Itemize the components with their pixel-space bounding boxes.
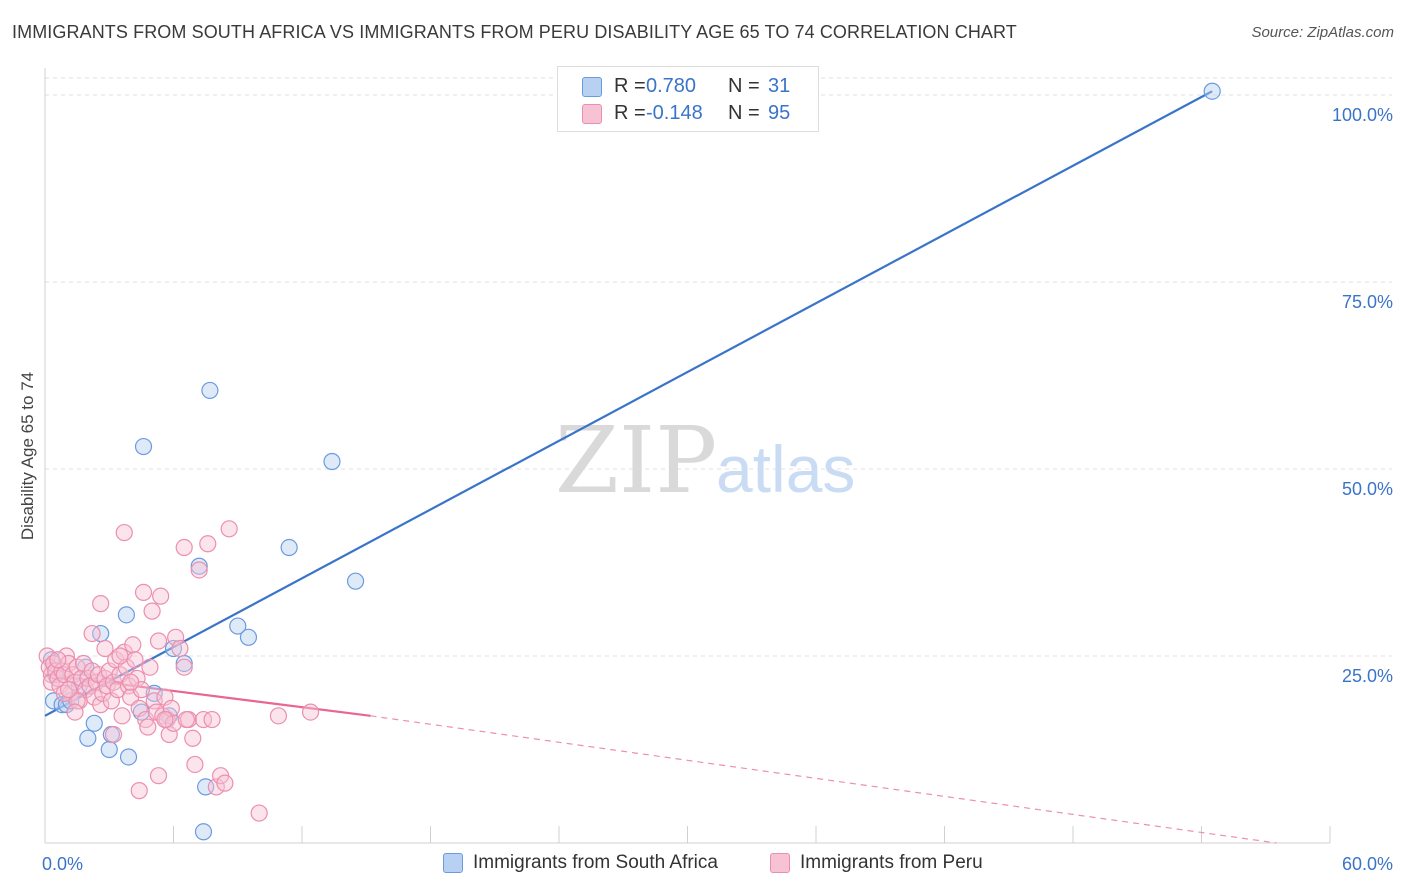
y-tick-label: 25.0% <box>1342 666 1393 686</box>
watermark-atlas: atlas <box>716 432 855 506</box>
bottom-legend-south-africa: Immigrants from South Africa <box>443 852 718 874</box>
point-peru <box>83 624 101 643</box>
legend-swatch-peru <box>582 103 602 124</box>
point-peru <box>92 595 110 613</box>
point-peru <box>152 587 170 605</box>
legend-n-label: N = <box>728 102 760 124</box>
point-peru <box>104 725 123 744</box>
chart-axes <box>44 68 1331 844</box>
point-south-africa <box>190 557 208 575</box>
point-peru <box>216 774 234 792</box>
watermark-zip: ZIP <box>555 407 717 514</box>
point-south-africa <box>85 714 103 732</box>
trend-lines <box>44 90 1277 844</box>
point-south-africa <box>201 381 219 400</box>
chart-title: IMMIGRANTS FROM SOUTH AFRICA VS IMMIGRAN… <box>12 22 1017 42</box>
chart-grid <box>45 77 1392 657</box>
stats-legend: R = 0.780 N = 31 R = -0.148 N = 95 <box>557 66 819 132</box>
data-points <box>38 82 1221 841</box>
point-south-africa <box>79 729 97 747</box>
point-peru <box>184 729 202 747</box>
trend-line-peru-extension <box>370 715 1277 844</box>
y-axis-label: Disability Age 65 to 74 <box>18 371 37 541</box>
legend-r-label: R = <box>614 102 646 124</box>
legend-swatch-south-africa <box>582 76 602 97</box>
point-peru <box>167 628 185 646</box>
y-tick-label: 75.0% <box>1342 292 1393 312</box>
watermark: ZIP atlas <box>555 407 855 514</box>
point-south-africa <box>134 437 153 456</box>
point-south-africa <box>239 628 258 646</box>
legend-n-label: N = <box>728 75 760 97</box>
point-peru <box>301 703 320 721</box>
point-peru <box>111 647 129 665</box>
trend-line-peru <box>44 673 371 717</box>
point-peru <box>143 602 161 620</box>
point-peru <box>59 654 78 673</box>
point-south-africa <box>117 606 135 624</box>
point-peru <box>203 710 221 729</box>
point-peru <box>175 658 193 676</box>
point-peru <box>113 707 131 725</box>
point-peru <box>130 782 148 800</box>
point-peru <box>109 681 127 699</box>
point-south-africa <box>346 572 365 590</box>
y-tick-label: 100.0% <box>1332 105 1393 125</box>
point-peru <box>190 561 208 579</box>
trend-line-south-africa <box>44 90 1213 717</box>
point-south-africa <box>119 748 138 766</box>
legend-r-value: -0.148 <box>646 102 703 124</box>
point-peru <box>134 583 153 602</box>
point-peru <box>66 703 84 721</box>
point-peru <box>269 707 288 725</box>
point-south-africa <box>323 452 341 471</box>
x-tick-label-min: 0.0% <box>42 854 83 874</box>
point-peru <box>139 718 157 736</box>
point-peru <box>49 651 67 669</box>
legend-r-label: R = <box>614 75 646 97</box>
y-tick-label: 50.0% <box>1342 479 1393 499</box>
point-peru <box>122 673 140 691</box>
point-south-africa <box>280 538 298 557</box>
point-peru <box>220 520 238 538</box>
point-peru <box>149 767 168 785</box>
point-south-africa <box>100 740 118 759</box>
point-south-africa <box>1203 82 1221 100</box>
bottom-legend-peru: Immigrants from Peru <box>770 852 983 874</box>
point-peru <box>149 632 168 650</box>
bottom-legend-swatch-peru <box>770 853 790 873</box>
point-south-africa <box>229 617 247 635</box>
bottom-legend-label-peru: Immigrants from Peru <box>800 852 983 873</box>
point-peru <box>175 538 193 557</box>
point-peru <box>250 804 268 822</box>
point-south-africa <box>194 823 213 841</box>
x-tick-label-max: 60.0% <box>1342 854 1393 874</box>
legend-n-value: 31 <box>768 75 791 97</box>
legend-row-peru: R = -0.148 N = 95 <box>582 102 790 125</box>
point-peru <box>177 710 195 729</box>
source-label: Source: ZipAtlas.com <box>1251 24 1394 41</box>
legend-n-value: 95 <box>768 102 791 124</box>
point-peru <box>124 636 142 654</box>
point-peru <box>59 681 78 699</box>
point-peru <box>156 710 174 729</box>
legend-r-value: 0.780 <box>646 75 697 97</box>
point-peru <box>126 651 144 669</box>
point-peru <box>186 755 204 774</box>
legend-row-south-africa: R = 0.780 N = 31 <box>582 75 790 98</box>
bottom-legend-label-south-africa: Immigrants from South Africa <box>473 852 718 873</box>
point-peru <box>171 639 189 658</box>
point-peru <box>96 639 114 658</box>
point-peru <box>199 535 217 553</box>
point-peru <box>115 523 133 542</box>
tick-labels: 25.0% 50.0% 75.0% 100.0% 0.0% 60.0% <box>42 105 1393 874</box>
point-peru <box>141 658 159 676</box>
bottom-legend-swatch-south-africa <box>443 853 463 873</box>
point-peru <box>207 778 225 796</box>
